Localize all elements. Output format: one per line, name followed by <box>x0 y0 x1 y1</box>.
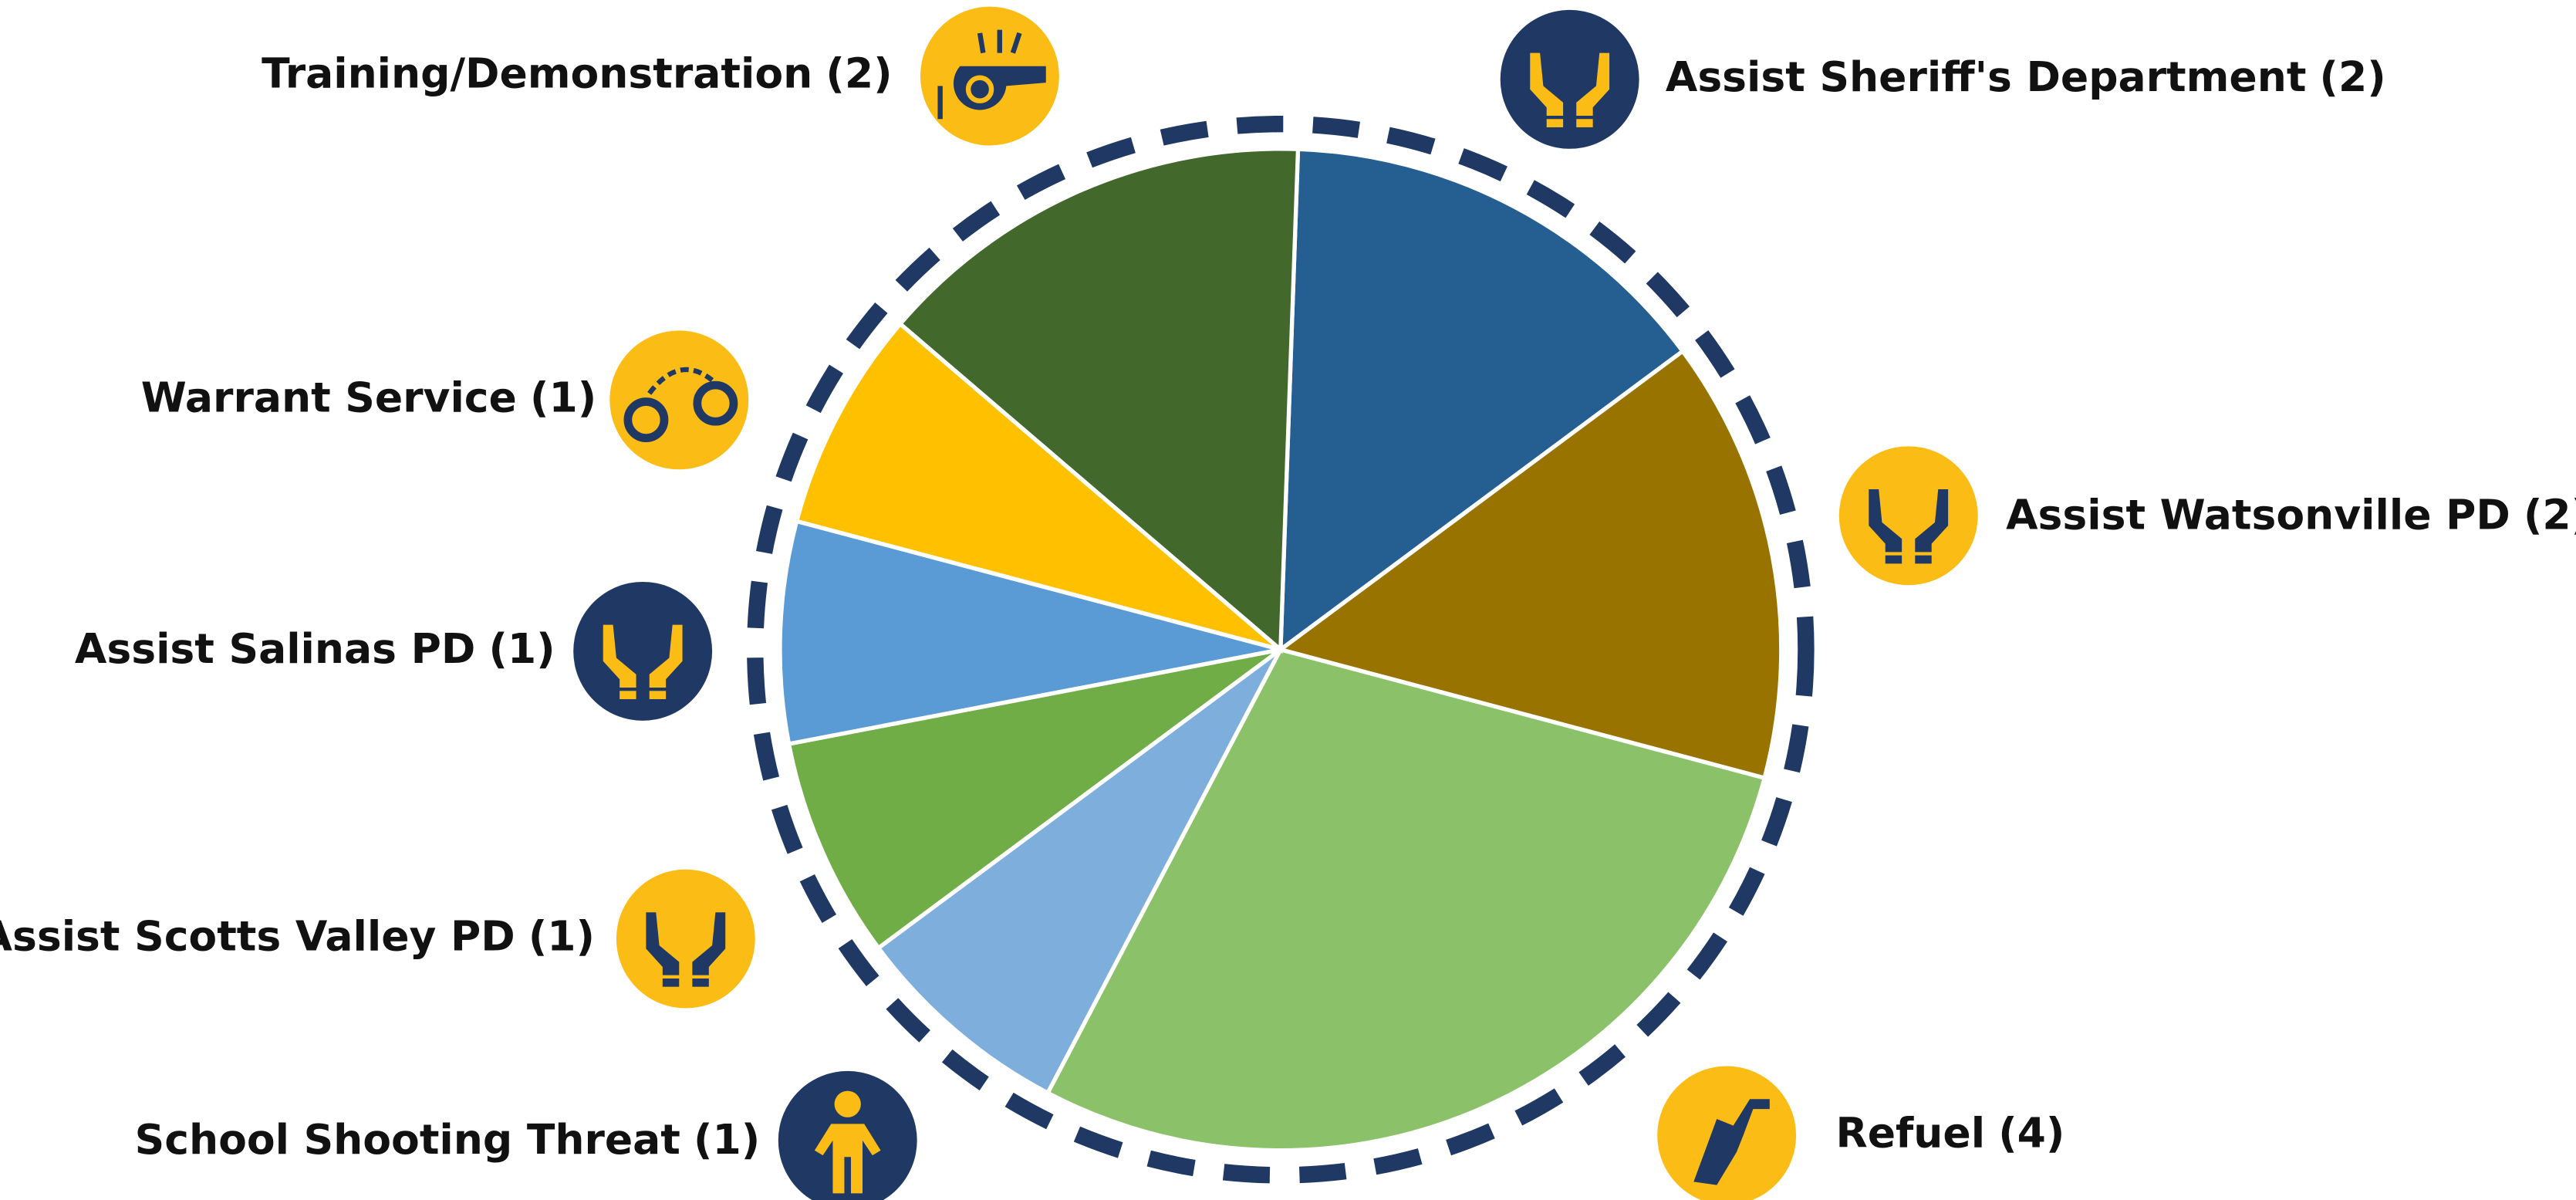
icon-glyph <box>693 380 738 426</box>
pie-slice <box>897 147 1301 654</box>
category-name: Warrant Service <box>141 373 517 421</box>
icon-glyph <box>649 691 667 700</box>
pie-slice <box>778 519 1281 747</box>
icon <box>937 29 1046 120</box>
category-label: Assist Sheriff's Department (2) <box>1666 52 2386 100</box>
value-label: (1) <box>528 911 595 960</box>
category-label: Refuel (4) <box>1835 1108 2065 1157</box>
pie-slice <box>1045 647 1767 1153</box>
icon-glyph <box>1546 119 1564 127</box>
category-label: Warrant Service (1) <box>141 373 596 421</box>
icon-glyph <box>814 1124 881 1194</box>
icon-glyph <box>1915 555 1932 564</box>
icon-circle <box>573 581 713 721</box>
icon <box>623 367 738 442</box>
icon-glyph <box>1915 489 1949 553</box>
category-label: School Shooting Threat (1) <box>135 1115 761 1164</box>
icon-circle <box>1500 9 1639 149</box>
category-label: Training/Demonstration (2) <box>262 49 892 97</box>
icon-glyph <box>834 1090 861 1117</box>
value-label: (2) <box>825 49 892 97</box>
pie-slice <box>786 647 1282 952</box>
icon-glyph <box>1576 52 1610 116</box>
icon-glyph <box>965 75 994 103</box>
category-name: Assist Sheriff's Department <box>1666 52 2307 100</box>
category-label: Assist Salinas PD (1) <box>75 624 555 673</box>
icon-glyph <box>1530 52 1564 116</box>
category-name: Refuel <box>1835 1108 1985 1157</box>
value-label: (2) <box>2320 52 2386 100</box>
icon-glyph <box>620 691 636 700</box>
icon <box>1869 489 1949 564</box>
value-label: (1) <box>694 1115 760 1164</box>
icon-glyph <box>1576 119 1593 127</box>
icon <box>1530 52 1610 127</box>
category-name: Assist Scotts Valley PD <box>0 911 515 960</box>
icon-circle <box>609 330 749 470</box>
value-label: (4) <box>1998 1108 2065 1157</box>
icon-glyph <box>1693 1099 1770 1185</box>
icon <box>814 1090 881 1194</box>
icon-glyph <box>623 397 669 442</box>
icon-glyph <box>977 29 1022 54</box>
icon-glyph <box>692 978 709 987</box>
value-label: (2) <box>2524 490 2576 539</box>
pie-slice <box>875 647 1283 1096</box>
category-name: Training/Demonstration <box>262 49 812 97</box>
pie-slice <box>1275 348 1784 781</box>
category-label: Assist Scotts Valley PD (1) <box>0 911 595 960</box>
icon-glyph <box>649 624 683 688</box>
icon <box>603 624 683 700</box>
icon <box>646 912 726 987</box>
pie-slice <box>1278 147 1686 654</box>
icon-glyph <box>1885 555 1902 564</box>
icon-glyph <box>1869 489 1902 553</box>
value-label: (1) <box>488 624 555 673</box>
dashed-ring <box>747 115 1815 1184</box>
icon-glyph <box>692 912 726 975</box>
category-label: Assist Watsonville PD (2) <box>2006 490 2576 539</box>
pie-slice <box>794 320 1282 652</box>
category-name: Assist Salinas PD <box>75 624 475 673</box>
icon-circle <box>616 869 755 1009</box>
icon-glyph <box>603 624 636 688</box>
category-name: School Shooting Threat <box>135 1115 680 1164</box>
icon-glyph <box>662 978 680 987</box>
category-name: Assist Watsonville PD <box>2006 490 2510 539</box>
icon-circle <box>1838 446 1978 586</box>
value-label: (1) <box>530 373 596 421</box>
icon-glyph <box>646 912 680 975</box>
icon <box>1693 1099 1770 1185</box>
